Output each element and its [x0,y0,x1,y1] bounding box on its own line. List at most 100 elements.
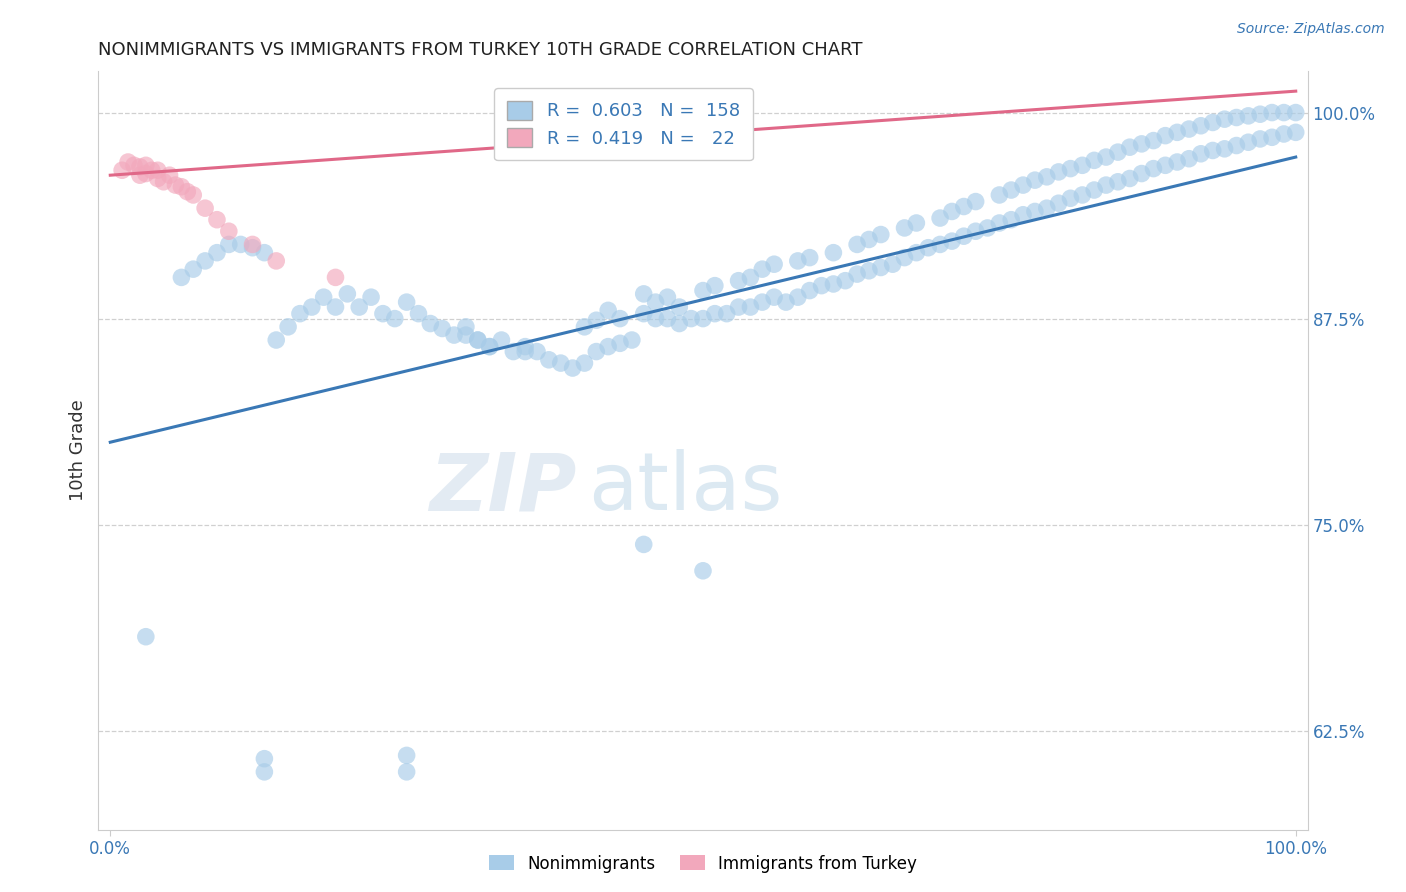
Point [129,160,152,174]
Point [1012,178,1035,193]
Point [1012,208,1035,222]
Text: Source: ZipAtlas.com: Source: ZipAtlas.com [1237,22,1385,37]
Point [1095,150,1118,164]
Point [170,179,193,194]
Point [574,356,596,370]
Point [763,257,786,271]
Point [727,300,749,314]
Point [727,274,749,288]
Point [432,321,454,335]
Point [419,317,441,331]
Point [229,237,252,252]
Point [1189,146,1212,161]
Point [1059,161,1081,176]
Point [111,163,134,178]
Point [1237,135,1260,149]
Point [550,356,572,370]
Point [253,764,276,779]
Point [657,290,679,304]
Point [159,168,181,182]
Point [561,361,583,376]
Point [846,267,869,281]
Point [585,313,607,327]
Point [905,245,928,260]
Point [893,251,915,265]
Point [703,307,725,321]
Text: ZIP: ZIP [429,450,576,527]
Point [1202,115,1225,129]
Point [537,352,560,367]
Point [1119,140,1142,154]
Point [1178,152,1201,166]
Point [952,200,974,214]
Point [395,764,418,779]
Point [1142,161,1164,176]
Point [264,253,287,268]
Point [763,290,786,304]
Point [692,284,714,298]
Point [941,204,963,219]
Point [218,237,240,252]
Point [395,748,418,763]
Point [129,168,152,182]
Point [242,237,264,252]
Point [620,333,643,347]
Point [858,232,880,246]
Point [277,319,299,334]
Point [1249,132,1271,146]
Point [740,270,762,285]
Point [823,277,845,291]
Point [703,278,725,293]
Point [858,264,880,278]
Point [740,300,762,314]
Point [264,333,287,347]
Point [609,311,631,326]
Point [1083,153,1105,168]
Point [633,537,655,551]
Point [478,340,501,354]
Point [336,286,359,301]
Point [1036,201,1059,215]
Point [1272,105,1295,120]
Point [681,311,703,326]
Point [905,216,928,230]
Point [952,229,974,244]
Point [1142,134,1164,148]
Point [242,241,264,255]
Text: NONIMMIGRANTS VS IMMIGRANTS FROM TURKEY 10TH GRADE CORRELATION CHART: NONIMMIGRANTS VS IMMIGRANTS FROM TURKEY … [98,41,863,59]
Point [194,201,217,215]
Point [152,175,174,189]
Point [1225,138,1247,153]
Point [929,211,952,225]
Point [668,317,690,331]
Point [443,328,465,343]
Point [1107,145,1129,160]
Point [786,253,808,268]
Point [846,237,869,252]
Point [633,286,655,301]
Point [1000,183,1022,197]
Point [1249,107,1271,121]
Point [598,303,620,318]
Point [1285,125,1308,139]
Point [1130,167,1153,181]
Point [526,344,548,359]
Point [176,185,198,199]
Point [141,163,163,178]
Point [1166,125,1188,139]
Point [1130,136,1153,151]
Point [976,221,998,235]
Point [1285,105,1308,120]
Point [869,227,891,242]
Point [288,307,311,321]
Point [965,194,987,209]
Point [165,178,187,193]
Point [1071,158,1094,172]
Point [1047,196,1070,211]
Point [181,188,204,202]
Point [1000,212,1022,227]
Point [786,290,808,304]
Point [194,253,217,268]
Point [893,221,915,235]
Point [692,311,714,326]
